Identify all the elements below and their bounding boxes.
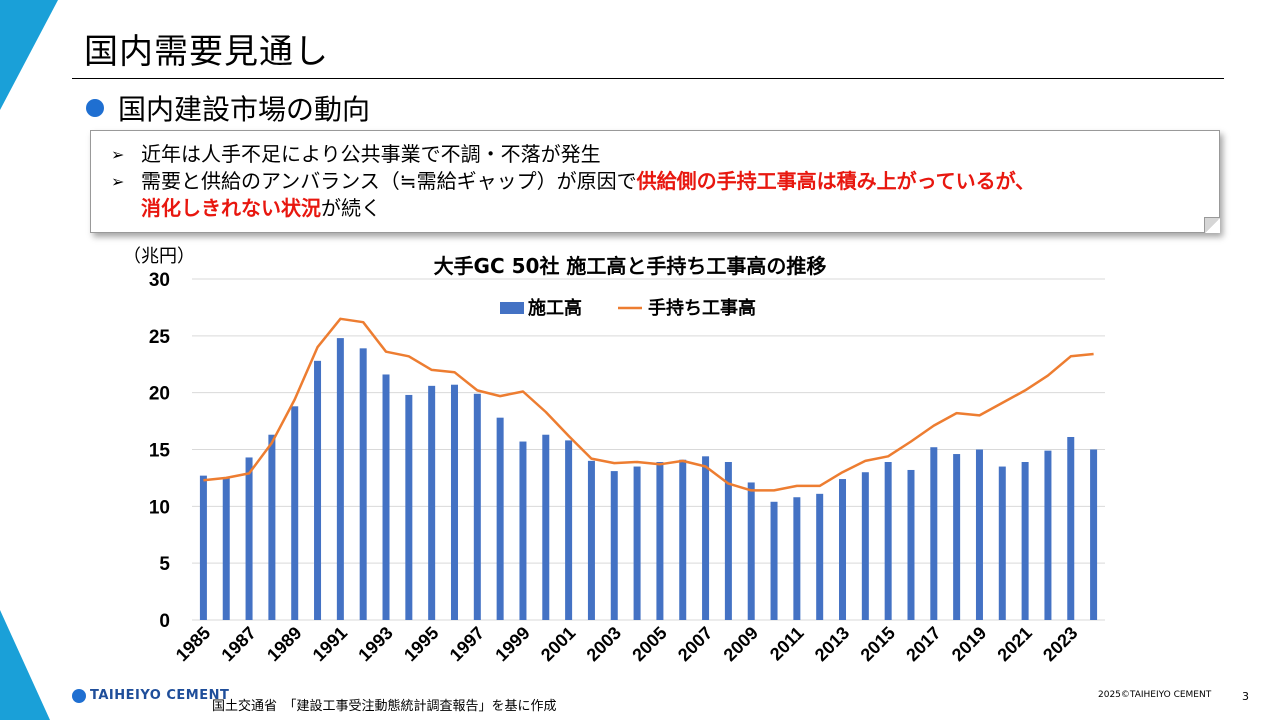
bar — [359, 348, 367, 620]
arrow-bullet-icon: ➢ — [111, 145, 125, 164]
bar — [222, 477, 230, 620]
bar — [702, 456, 710, 620]
bar — [1090, 449, 1098, 620]
x-tick-label: 2001 — [537, 623, 579, 665]
bar — [998, 466, 1006, 620]
legend-label: 施工高 — [528, 297, 582, 319]
logo-text: TAIHEIYO CEMENT — [90, 688, 230, 703]
copyright: 2025©TAIHEIYO CEMENT — [1098, 690, 1212, 700]
bar — [747, 482, 755, 620]
y-tick-label: 30 — [149, 270, 170, 291]
bar — [268, 434, 276, 620]
y-tick-label: 0 — [159, 611, 170, 632]
bar — [679, 459, 687, 620]
bar — [587, 460, 595, 620]
bar — [884, 462, 892, 620]
bar — [291, 406, 299, 620]
note-text: 近年は人手不足により公共事業で不調・不落が発生 — [141, 142, 601, 166]
y-tick-label: 20 — [149, 384, 170, 405]
x-tick-label: 1997 — [446, 623, 488, 665]
bar — [496, 417, 504, 620]
y-tick-label: 5 — [159, 554, 170, 575]
series-line — [203, 317, 1094, 492]
x-tick-label: 2017 — [902, 623, 944, 665]
bar — [656, 462, 664, 620]
legend-label: 手持ち工事高 — [648, 297, 756, 319]
chart-title: 大手GC 50社 施工高と手持ち工事高の推移 — [434, 254, 827, 278]
x-tick-label: 2011 — [766, 623, 808, 665]
bar — [839, 479, 847, 620]
bar — [542, 434, 550, 620]
x-tick-label: 1995 — [400, 623, 442, 665]
bar — [314, 360, 322, 620]
x-tick-label: 1987 — [217, 623, 259, 665]
bar — [930, 447, 938, 620]
note-line: 消化しきれない状況 が続く — [111, 195, 1219, 222]
corner-accent-top — [0, 0, 58, 110]
bar — [633, 466, 641, 620]
bar — [1067, 436, 1075, 620]
note-text: 需要と供給のアンバランス（≒需給ギャップ）が原因で — [141, 169, 637, 193]
corner-accent-bottom — [0, 610, 50, 720]
source-note: 国土交通省 「建設工事受注動態統計調査報告」を基に作成 — [212, 699, 557, 714]
arrow-bullet-icon: ➢ — [111, 172, 125, 191]
bar — [519, 441, 527, 620]
bar — [861, 472, 869, 620]
y-tick-label: 15 — [149, 441, 171, 462]
x-tick-label: 1999 — [491, 623, 533, 665]
x-tick-label: 2005 — [628, 623, 670, 665]
bar — [816, 493, 824, 620]
title-divider — [72, 78, 1224, 79]
x-tick-label: 1993 — [354, 623, 396, 665]
x-tick-label: 1989 — [263, 623, 305, 665]
note-line: ➢ 近年は人手不足により公共事業で不調・不落が発生 — [111, 141, 1219, 168]
note-emphasis: 供給側の手持工事高は積み上がっているが、 — [636, 169, 1036, 193]
y-tick-label: 10 — [149, 497, 170, 518]
bar — [245, 457, 253, 620]
bar — [610, 471, 618, 620]
x-tick-label: 2013 — [811, 623, 853, 665]
x-tick-label: 2003 — [583, 623, 625, 665]
bar — [1044, 450, 1052, 620]
y-tick-label: 25 — [149, 327, 171, 348]
x-tick-label: 2021 — [993, 623, 1035, 665]
note-box: ➢ 近年は人手不足により公共事業で不調・不落が発生 ➢ 需要と供給のアンバランス（≒需… — [90, 130, 1220, 233]
bar — [793, 497, 801, 620]
page-number: 3 — [1242, 690, 1249, 703]
x-tick-label: 2015 — [857, 623, 899, 665]
bar — [382, 374, 390, 620]
bar — [724, 462, 732, 620]
bar — [975, 449, 983, 620]
bar — [473, 393, 481, 620]
bar — [565, 440, 573, 620]
section-heading-text: 国内建設市場の動向 — [118, 93, 371, 126]
x-tick-label: 2023 — [1039, 623, 1081, 665]
bar — [953, 454, 961, 620]
note-line: ➢ 需要と供給のアンバランス（≒需給ギャップ）が原因で 供給側の手持工事高は積み上が… — [111, 168, 1219, 195]
section-heading: 国内建設市場の動向 — [86, 88, 370, 128]
bar — [199, 475, 207, 620]
bar — [428, 385, 436, 620]
page-curl-icon — [1204, 217, 1220, 233]
x-tick-label: 1985 — [172, 623, 214, 665]
x-tick-label: 2019 — [948, 623, 990, 665]
x-tick-label: 1991 — [309, 623, 351, 665]
bar — [907, 469, 915, 620]
x-tick-label: 2007 — [674, 623, 716, 665]
x-tick-label: 2009 — [720, 623, 762, 665]
bullet-dot-icon — [86, 99, 104, 117]
company-logo: TAIHEIYO CEMENT — [72, 688, 229, 703]
bar — [450, 384, 458, 620]
logo-mark-icon — [72, 688, 86, 703]
bar — [336, 338, 344, 620]
y-axis-label: （兆円） — [123, 246, 195, 267]
legend-swatch-bar — [500, 302, 524, 314]
bar — [770, 501, 778, 620]
page-title: 国内需要見通し — [84, 32, 329, 72]
bar — [1021, 462, 1029, 620]
bar — [405, 394, 413, 620]
note-emphasis: 消化しきれない状況 — [141, 196, 321, 220]
note-text: が続く — [321, 196, 381, 220]
